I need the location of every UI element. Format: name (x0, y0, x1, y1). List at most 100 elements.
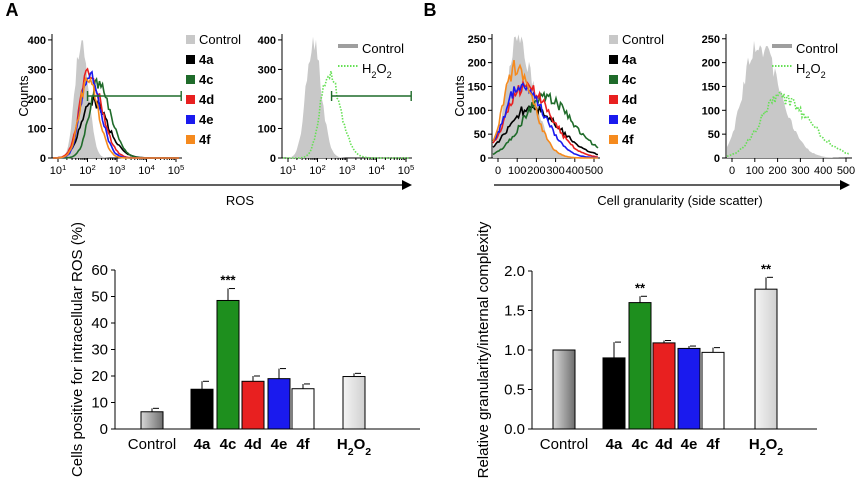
series-4d-line (52, 67, 179, 159)
bar-y-label: Cells positive for intracellular ROS (%) (69, 222, 86, 477)
legend-label: 4a (622, 52, 637, 67)
x-tick-label: 102 (79, 163, 96, 178)
legend-swatch (772, 44, 792, 48)
category-label: 4a (194, 436, 211, 453)
series-ho-line (283, 70, 409, 159)
bar-4f (701, 351, 725, 430)
significance-marker: ** (761, 261, 772, 276)
y-axis-label-counts: Counts (16, 75, 31, 117)
category-label: Control (128, 436, 176, 453)
category-label: 4d (244, 436, 262, 453)
legend-label: Control (362, 41, 404, 56)
y-tick-label: 50 (708, 129, 720, 141)
legend-label: 4e (199, 112, 213, 127)
y-tick-label: 150 (702, 81, 720, 93)
bar-4c (216, 299, 240, 430)
y-tick-label: 200 (702, 58, 720, 70)
legend-label: Control (622, 32, 664, 47)
legend-swatch (609, 35, 618, 44)
legend-label: 4e (622, 112, 636, 127)
legend-label: 4f (622, 132, 634, 147)
legend-label: 4d (622, 92, 637, 107)
ros-arrow-head (402, 180, 412, 190)
y-tick-label: 300 (28, 64, 46, 76)
y-tick-label: 100 (468, 105, 486, 117)
series-4e-line (492, 82, 599, 159)
y-axis-label-counts-b: Counts (452, 75, 467, 117)
y-tick-label: 0 (480, 153, 486, 165)
legend-label: 4d (199, 92, 214, 107)
bar-y-tick-label: 0 (100, 421, 108, 438)
series-ho-line (726, 91, 851, 158)
bar-4f (291, 388, 315, 430)
bar-y-tick-label: 0.0 (504, 421, 525, 438)
y-tick-label: 400 (28, 35, 46, 47)
category-label: 4a (606, 436, 623, 453)
legend-label: H2O2 (796, 61, 826, 80)
x-tick-label: 101 (280, 163, 297, 178)
legend-label: 4a (199, 52, 214, 67)
legend-swatch (186, 55, 195, 64)
legend-label: Control (796, 41, 838, 56)
bar-y-tick-label: 1.0 (504, 342, 525, 359)
y-tick-label: 50 (474, 129, 486, 141)
x-tick-label: 400 (566, 165, 584, 177)
series-control-area (727, 40, 850, 158)
legend-label: 4c (199, 72, 213, 87)
legend-label: 4f (199, 132, 211, 147)
y-tick-label: 200 (468, 58, 486, 70)
bar-y-tick-label: 50 (91, 289, 108, 306)
x-tick-label: 100 (508, 165, 526, 177)
y-tick-label: 150 (468, 81, 486, 93)
bar-control (552, 349, 576, 430)
x-tick-label: 105 (168, 163, 185, 178)
x-tick-label: 200 (527, 165, 545, 177)
y-tick-label: 200 (28, 94, 46, 106)
legend-swatch (186, 75, 195, 84)
series-4f-line (53, 76, 179, 159)
y-tick-label: 300 (258, 64, 276, 76)
legend-swatch (186, 95, 195, 104)
category-label: 4f (296, 436, 310, 453)
bar-4d (652, 342, 676, 430)
x-tick-label: 300 (791, 165, 809, 177)
y-tick-label: 250 (702, 34, 720, 46)
bar-4d (241, 380, 265, 430)
x-tick-label: 103 (339, 163, 356, 178)
bar-y-tick-label: 2.0 (504, 263, 525, 280)
y-tick-label: 100 (258, 123, 276, 135)
bar-y-tick-label: 0.5 (504, 382, 525, 399)
series-4d-line (492, 79, 599, 158)
y-tick-label: 0 (714, 153, 720, 165)
y-tick-label: 0 (40, 153, 46, 165)
category-label: 4e (271, 436, 288, 453)
x-tick-label: 105 (398, 163, 415, 178)
legend-swatch (186, 35, 195, 44)
panel-label-a: A (6, 0, 19, 20)
x-axis-label-ros: ROS (226, 193, 255, 208)
bar-y-label: Relative granularity/internal complexity (475, 221, 492, 478)
x-tick-label: 101 (50, 163, 67, 178)
bar-4e (267, 378, 291, 430)
y-tick-label: 100 (28, 123, 46, 135)
legend-label: H2O2 (362, 61, 392, 80)
bar-ho (754, 288, 778, 430)
y-tick-label: 200 (258, 94, 276, 106)
panel-label-b: B (424, 0, 437, 20)
bar-y-tick-label: 30 (91, 342, 108, 359)
x-tick-label: 104 (368, 163, 385, 178)
bar-y-tick-label: 10 (91, 395, 108, 412)
x-tick-label: 104 (138, 163, 155, 178)
bar-4a (602, 357, 626, 430)
x-tick-label: 500 (837, 165, 855, 177)
y-tick-label: 250 (468, 34, 486, 46)
legend-swatch (609, 55, 618, 64)
legend-label: Control (199, 32, 241, 47)
legend-label: 4c (622, 72, 636, 87)
x-tick-label: 500 (585, 165, 603, 177)
bar-4a (190, 388, 214, 430)
x-tick-label: 103 (109, 163, 126, 178)
category-label: H2O2 (749, 436, 783, 458)
significance-marker: *** (220, 273, 236, 288)
